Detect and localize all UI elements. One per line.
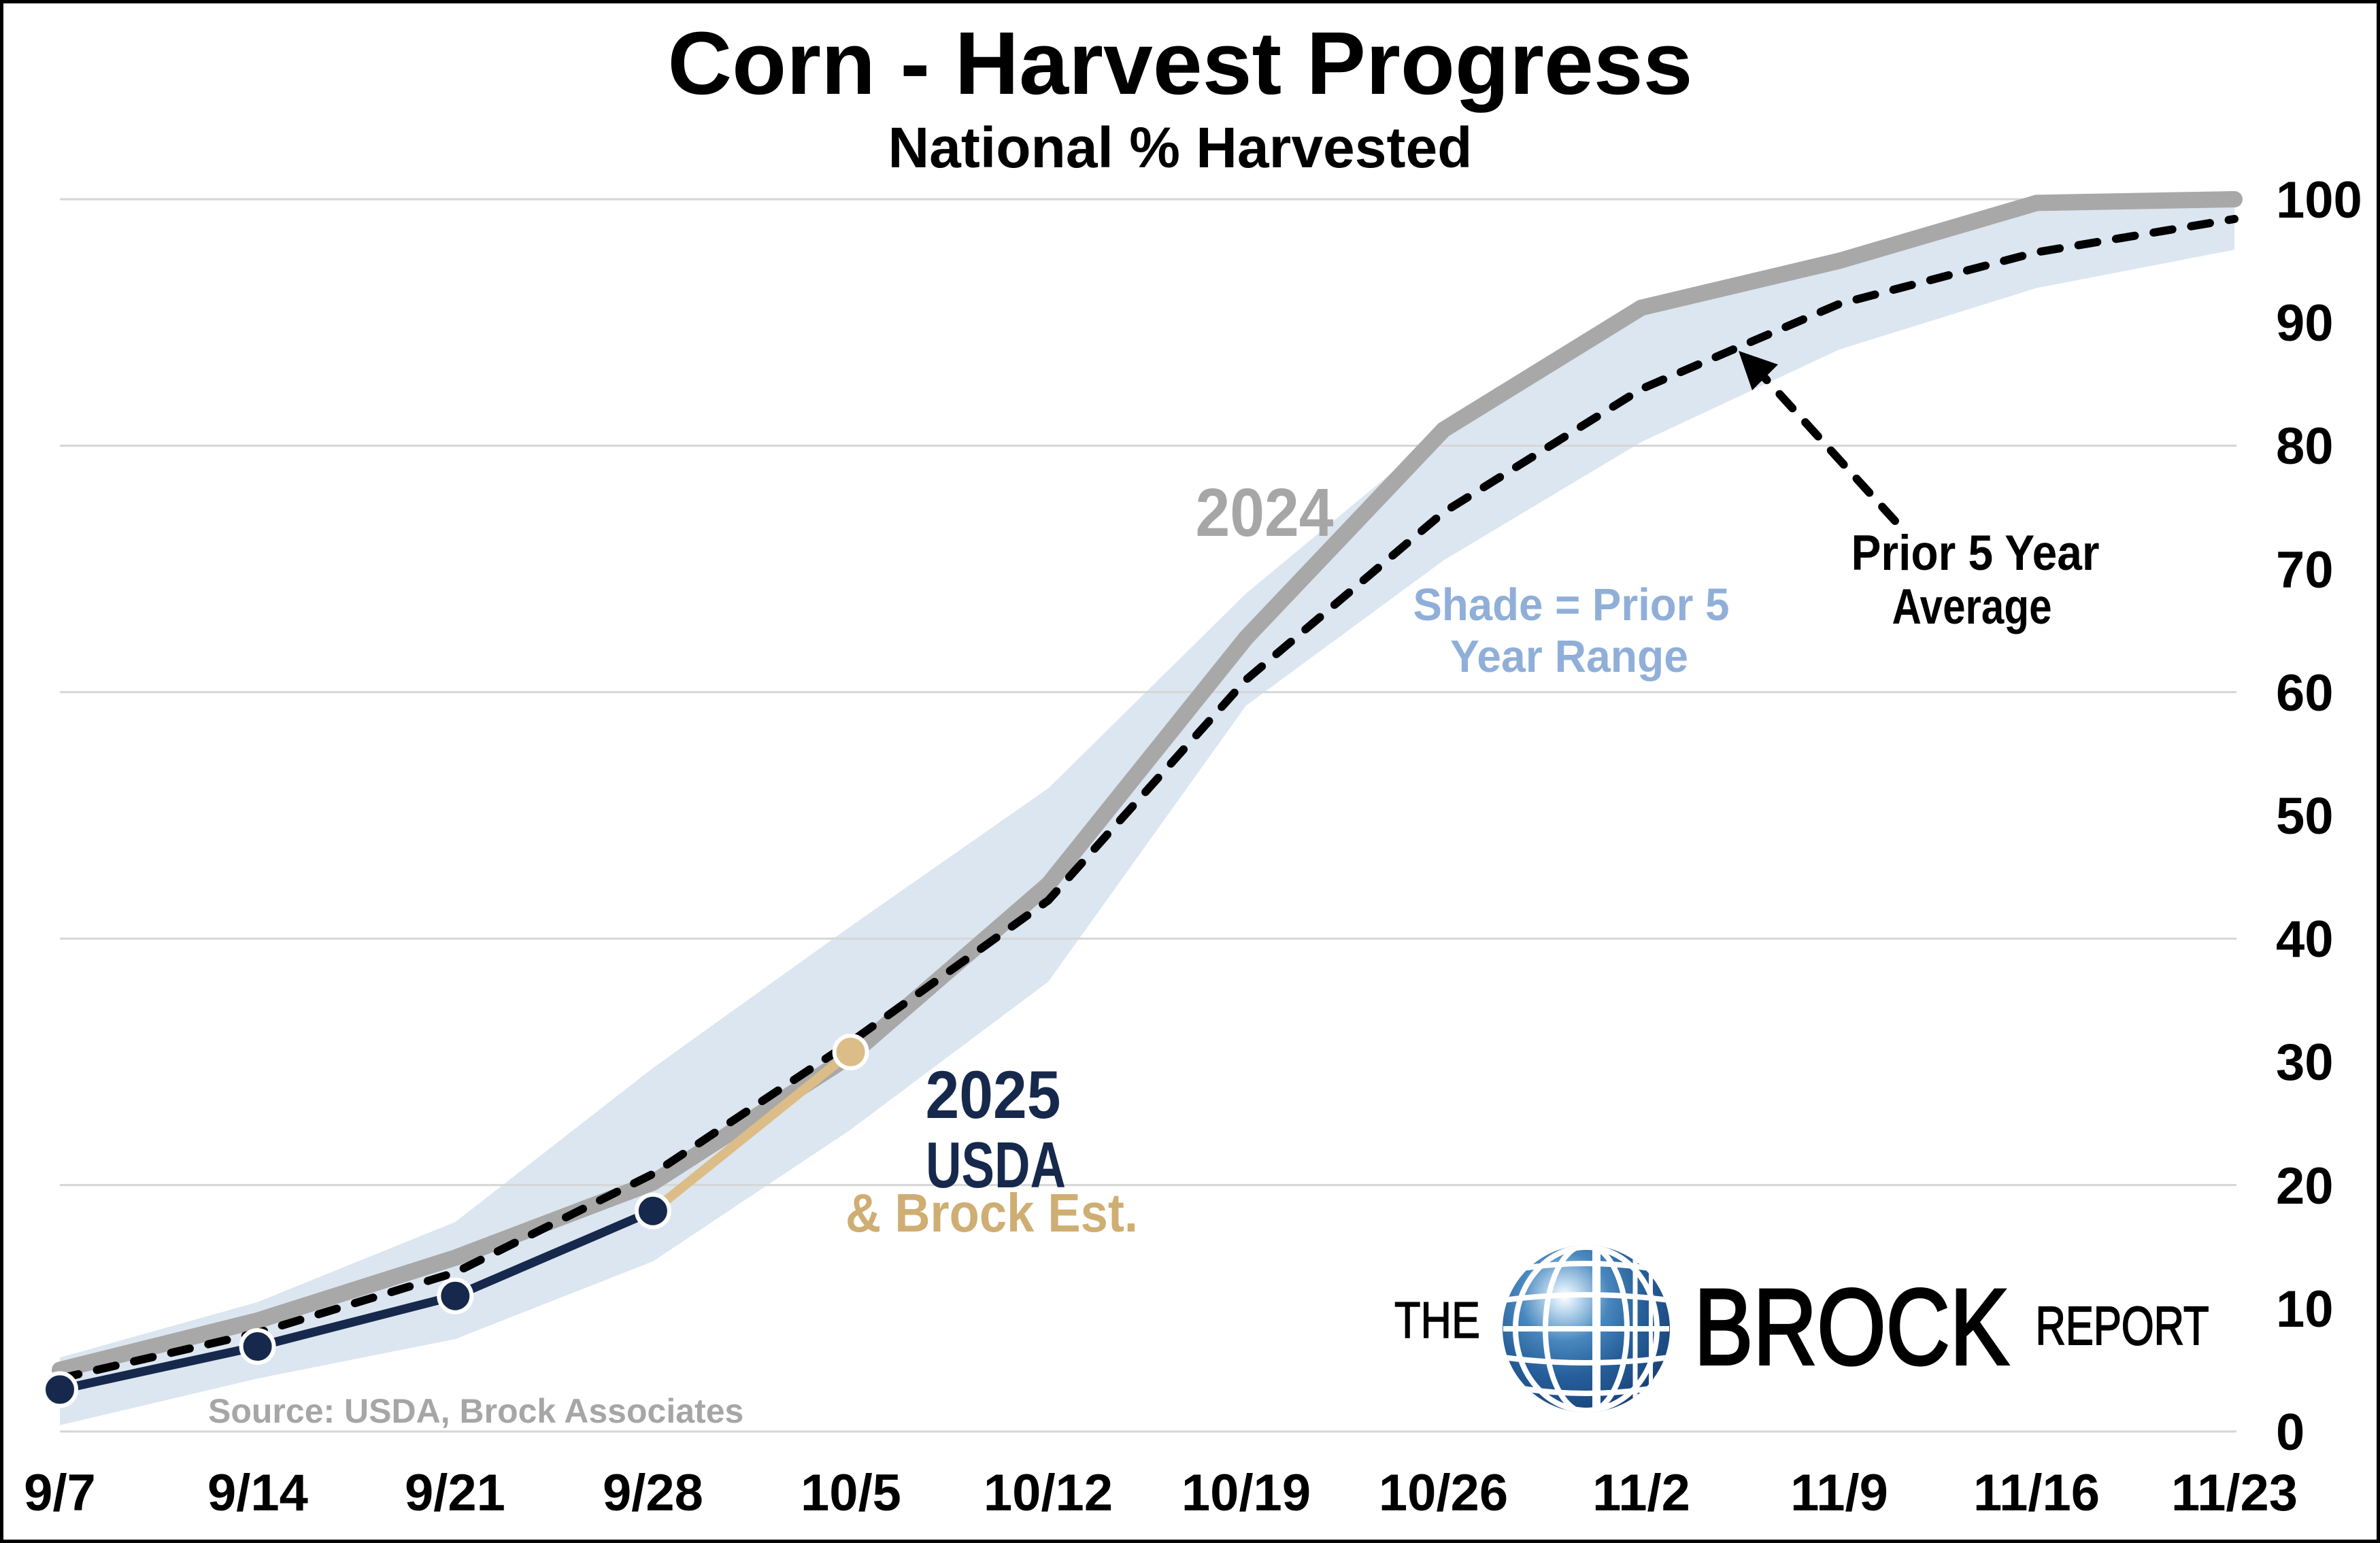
svg-text:11/16: 11/16 bbox=[1973, 1464, 2100, 1522]
svg-text:60: 60 bbox=[2276, 664, 2334, 722]
svg-text:11/23: 11/23 bbox=[2171, 1464, 2298, 1522]
svg-text:70: 70 bbox=[2276, 541, 2334, 599]
svg-text:2025: 2025 bbox=[926, 1057, 1061, 1132]
svg-text:9/14: 9/14 bbox=[207, 1464, 308, 1522]
svg-text:9/28: 9/28 bbox=[603, 1464, 703, 1522]
svg-text:9/21: 9/21 bbox=[405, 1464, 505, 1522]
svg-text:30: 30 bbox=[2276, 1034, 2334, 1091]
svg-text:Source: USDA, Brock Associates: Source: USDA, Brock Associates bbox=[208, 1392, 743, 1430]
svg-text:90: 90 bbox=[2276, 294, 2334, 352]
svg-text:0: 0 bbox=[2276, 1404, 2304, 1461]
svg-text:USDA: USDA bbox=[926, 1129, 1066, 1202]
svg-text:2024: 2024 bbox=[1196, 475, 1334, 551]
svg-text:Corn - Harvest Progress: Corn - Harvest Progress bbox=[667, 13, 1692, 113]
svg-text:11/9: 11/9 bbox=[1790, 1464, 1888, 1522]
svg-text:Prior 5 Year: Prior 5 Year bbox=[1851, 526, 2100, 581]
svg-text:National % Harvested: National % Harvested bbox=[888, 116, 1473, 180]
svg-text:80: 80 bbox=[2276, 418, 2334, 475]
svg-text:Year Range: Year Range bbox=[1450, 631, 1688, 682]
svg-text:10/12: 10/12 bbox=[984, 1464, 1113, 1522]
svg-text:BROCK: BROCK bbox=[1694, 1266, 2009, 1387]
svg-text:20: 20 bbox=[2276, 1157, 2334, 1215]
svg-text:50: 50 bbox=[2276, 787, 2334, 845]
svg-text:10/26: 10/26 bbox=[1379, 1464, 1508, 1522]
svg-text:THE: THE bbox=[1394, 1291, 1480, 1349]
svg-text:11/2: 11/2 bbox=[1592, 1464, 1690, 1522]
svg-text:REPORT: REPORT bbox=[2036, 1295, 2209, 1356]
svg-text:Average: Average bbox=[1892, 579, 2052, 634]
svg-text:40: 40 bbox=[2276, 911, 2334, 968]
svg-text:100: 100 bbox=[2276, 171, 2362, 229]
svg-text:9/7: 9/7 bbox=[24, 1464, 96, 1522]
svg-text:10: 10 bbox=[2276, 1281, 2334, 1338]
svg-text:10/5: 10/5 bbox=[801, 1464, 901, 1522]
svg-text:Shade = Prior 5: Shade = Prior 5 bbox=[1413, 579, 1730, 630]
svg-text:& Brock Est.: & Brock Est. bbox=[845, 1183, 1138, 1243]
svg-text:10/19: 10/19 bbox=[1181, 1464, 1311, 1522]
